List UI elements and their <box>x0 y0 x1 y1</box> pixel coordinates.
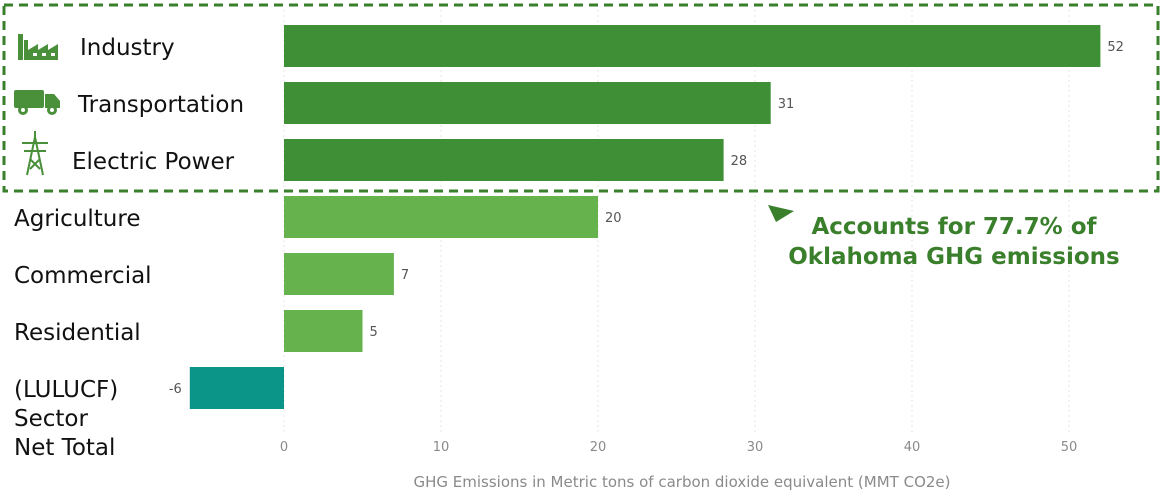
x-tick-label: 10 <box>433 440 450 455</box>
x-tick-label: 30 <box>747 440 764 455</box>
data-label: 52 <box>1107 40 1124 55</box>
x-tick-label: 50 <box>1061 440 1078 455</box>
bar <box>284 310 363 352</box>
power-tower-icon <box>22 131 48 176</box>
x-tick-label: 40 <box>904 440 921 455</box>
x-tick-label: 20 <box>590 440 607 455</box>
data-label: 20 <box>605 211 622 226</box>
data-label: 7 <box>401 268 409 283</box>
x-tick-label: 0 <box>280 440 288 455</box>
category-label: (LULUCF) <box>14 377 118 403</box>
labels-layer: 0 10 20 30 40 50 52 Industry 31 Transportation 28 E… <box>14 35 1124 461</box>
annotation-note-line-1: Accounts for 77.7% of <box>811 214 1097 240</box>
data-label: 31 <box>778 97 795 112</box>
data-label: -6 <box>169 382 182 397</box>
data-label: 5 <box>370 325 378 340</box>
category-label: Electric Power <box>72 149 235 175</box>
bar <box>284 139 724 181</box>
annotation-pointer <box>768 205 794 222</box>
bar <box>284 25 1101 67</box>
annotation-note-line-2: Oklahoma GHG emissions <box>788 244 1120 270</box>
category-label: Commercial <box>14 263 152 289</box>
category-label: Agriculture <box>14 206 141 232</box>
highlight-box <box>2 3 1160 193</box>
factory-icon <box>18 34 58 60</box>
category-label: Sector <box>14 406 88 432</box>
bar <box>189 367 284 409</box>
category-label: Industry <box>80 35 175 61</box>
x-axis-title: GHG Emissions in Metric tons of carbon d… <box>414 473 951 491</box>
data-label: 28 <box>731 154 748 169</box>
bar <box>284 253 394 295</box>
bar <box>284 82 771 124</box>
category-label: Transportation <box>77 92 244 118</box>
bar <box>284 196 598 238</box>
truck-icon <box>14 90 60 115</box>
bars-layer <box>189 25 1101 409</box>
category-label: Residential <box>14 320 141 346</box>
category-label: Net Total <box>14 435 115 461</box>
